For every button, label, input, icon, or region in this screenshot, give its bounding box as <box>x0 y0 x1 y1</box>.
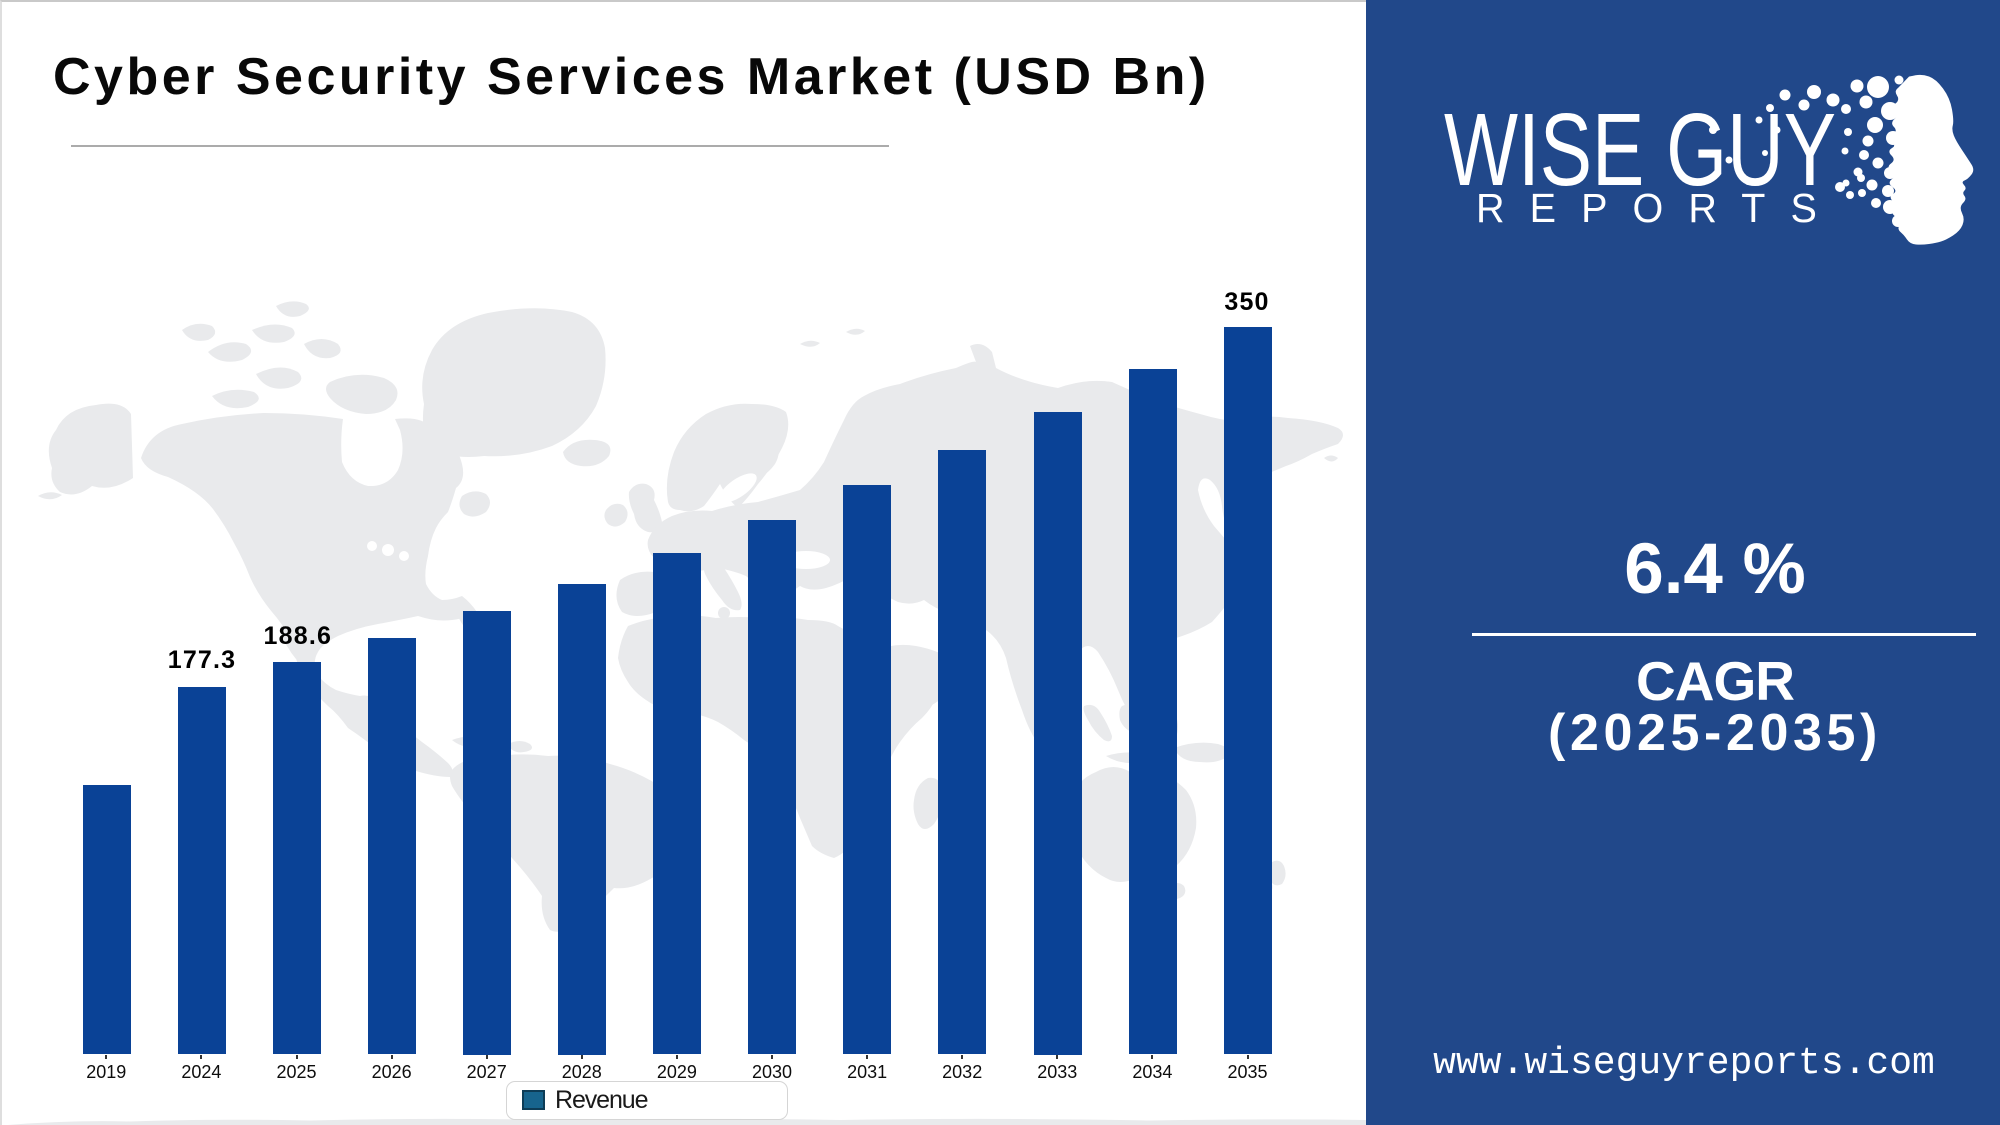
svg-text:REPORTS: REPORTS <box>1476 185 1842 231</box>
